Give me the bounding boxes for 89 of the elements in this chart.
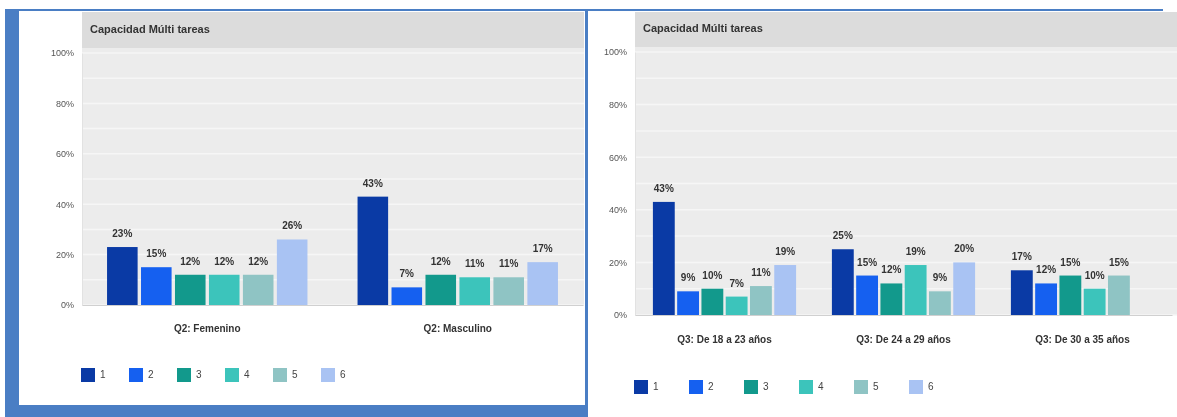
- bar: [1107, 275, 1130, 315]
- bar: [953, 262, 976, 315]
- data-label: 23%: [112, 228, 133, 240]
- data-label: 7%: [729, 277, 744, 289]
- bar: [749, 286, 772, 315]
- data-label: 17%: [1011, 251, 1032, 263]
- bar: [652, 201, 675, 315]
- bar: [107, 247, 138, 305]
- data-label: 9%: [680, 272, 696, 284]
- legend-label: 5: [292, 368, 298, 380]
- y-tick-label: 100%: [50, 48, 74, 59]
- bar: [425, 274, 457, 305]
- legend-label: 3: [763, 380, 769, 392]
- data-label: 25%: [832, 230, 853, 242]
- data-label: 19%: [775, 246, 796, 258]
- data-label: 15%: [146, 248, 167, 260]
- y-tick-label: 40%: [55, 199, 74, 210]
- data-label: 43%: [653, 182, 674, 194]
- data-label: 12%: [214, 255, 235, 267]
- data-label: 12%: [430, 255, 451, 267]
- data-label: 7%: [399, 268, 415, 280]
- data-label: 43%: [362, 177, 383, 189]
- data-label: 11%: [465, 258, 485, 270]
- y-tick-label: 80%: [608, 99, 627, 110]
- data-label: 12%: [248, 255, 269, 267]
- y-tick-label: 20%: [55, 249, 74, 260]
- data-label: 15%: [857, 256, 878, 268]
- data-label: 12%: [881, 264, 902, 276]
- y-tick-label: 0%: [60, 300, 74, 311]
- bar: [174, 274, 206, 305]
- bar: [831, 249, 854, 315]
- bar: [459, 277, 491, 305]
- x-tick-label: Q3: De 18 a 23 años: [677, 334, 773, 346]
- bar: [391, 287, 423, 305]
- data-label: 17%: [532, 243, 553, 255]
- data-label: 19%: [905, 246, 926, 258]
- legend-label: 1: [653, 380, 659, 392]
- y-tick-label: 0%: [613, 310, 627, 321]
- chart-title: Capacidad Múlti tareas: [90, 22, 210, 35]
- y-tick-label: 60%: [55, 149, 74, 160]
- legend-label: 3: [196, 368, 202, 380]
- x-tick-label: Q3: De 30 a 35 años: [1035, 334, 1131, 346]
- bar: [357, 196, 389, 305]
- bar: [493, 277, 524, 305]
- bar: [1010, 270, 1033, 315]
- legend-label: 4: [818, 380, 824, 392]
- bar: [677, 291, 700, 315]
- legend-label: 6: [928, 380, 934, 392]
- y-tick-label: 100%: [603, 47, 627, 58]
- bar: [276, 239, 308, 305]
- bar: [527, 262, 558, 305]
- bar: [242, 274, 274, 305]
- chart-title: Capacidad Múlti tareas: [643, 22, 763, 35]
- data-label: 26%: [282, 220, 303, 232]
- y-tick-label: 20%: [608, 257, 627, 268]
- legend-label: 2: [708, 380, 714, 392]
- bar: [701, 288, 724, 315]
- data-label: 12%: [180, 255, 201, 267]
- bar: [208, 274, 240, 305]
- x-tick-label: Q2: Masculino: [423, 323, 492, 335]
- y-tick-label: 80%: [55, 98, 74, 109]
- bar: [725, 296, 748, 315]
- data-label: 15%: [1108, 256, 1130, 268]
- x-tick-label: Q3: De 24 a 29 años: [856, 334, 952, 346]
- bar: [880, 283, 903, 315]
- data-label: 9%: [932, 272, 948, 284]
- legend-label: 4: [244, 368, 250, 380]
- bar: [928, 291, 951, 315]
- legend-label: 5: [873, 380, 879, 392]
- data-label: 20%: [954, 243, 975, 255]
- legend-label: 2: [148, 368, 154, 380]
- bar: [1083, 288, 1106, 315]
- legend-label: 1: [100, 368, 106, 380]
- bar: [1035, 283, 1058, 315]
- y-tick-label: 60%: [608, 152, 627, 163]
- bar: [1059, 275, 1082, 315]
- data-label: 11%: [751, 267, 771, 279]
- y-tick-label: 40%: [608, 205, 627, 216]
- data-label: 10%: [1084, 269, 1105, 281]
- data-label: 12%: [1036, 264, 1057, 276]
- data-label: 10%: [702, 269, 723, 281]
- bar: [904, 265, 927, 315]
- legend-label: 6: [340, 368, 346, 380]
- bar: [856, 275, 879, 315]
- bar: [774, 265, 797, 315]
- bar: [141, 267, 172, 305]
- x-tick-label: Q2: Femenino: [173, 323, 241, 335]
- data-label: 11%: [498, 258, 519, 270]
- data-label: 15%: [1060, 256, 1081, 268]
